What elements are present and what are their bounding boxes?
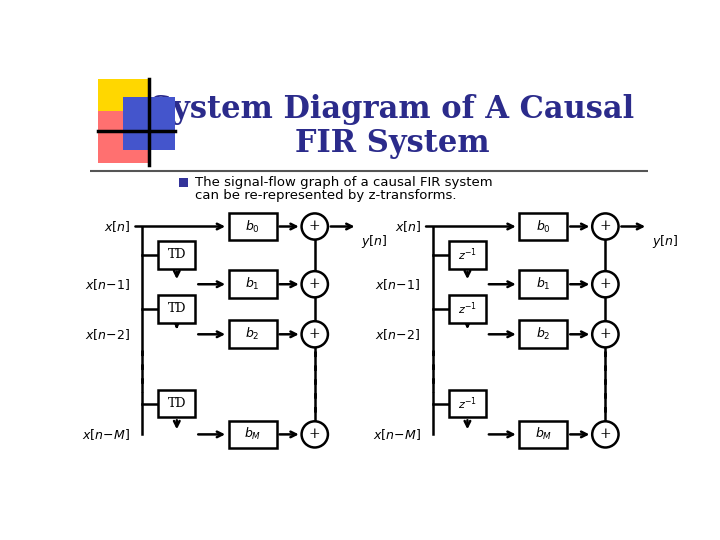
Circle shape bbox=[302, 271, 328, 298]
Text: $z^{-1}$: $z^{-1}$ bbox=[458, 247, 477, 264]
Text: $z^{-1}$: $z^{-1}$ bbox=[458, 301, 477, 317]
Text: +: + bbox=[600, 327, 611, 341]
Text: $x[n\!-\!2]$: $x[n\!-\!2]$ bbox=[85, 327, 130, 342]
Text: $b_M$: $b_M$ bbox=[535, 427, 552, 442]
Text: TD: TD bbox=[168, 248, 186, 261]
Bar bbox=[449, 295, 486, 323]
Text: $b_1$: $b_1$ bbox=[246, 276, 260, 292]
Text: +: + bbox=[309, 427, 320, 441]
Text: $x[n\!-\!2]$: $x[n\!-\!2]$ bbox=[375, 327, 421, 342]
Text: FIR System: FIR System bbox=[295, 128, 490, 159]
Circle shape bbox=[593, 213, 618, 240]
Bar bbox=[179, 178, 189, 187]
Text: +: + bbox=[600, 277, 611, 291]
Bar bbox=[229, 271, 276, 298]
Text: $x[n\!-\!1]$: $x[n\!-\!1]$ bbox=[375, 277, 421, 292]
Bar bbox=[519, 213, 567, 240]
Text: $b_0$: $b_0$ bbox=[246, 219, 260, 234]
Bar bbox=[229, 213, 276, 240]
Text: +: + bbox=[309, 219, 320, 233]
Text: $y[n]$: $y[n]$ bbox=[361, 233, 387, 251]
Bar bbox=[519, 421, 567, 448]
Text: $x[n\!-\!1]$: $x[n\!-\!1]$ bbox=[85, 277, 130, 292]
Text: The signal-flow graph of a causal FIR system: The signal-flow graph of a causal FIR sy… bbox=[194, 176, 492, 189]
Circle shape bbox=[593, 321, 618, 347]
Text: $x[n\!-\!M]$: $x[n\!-\!M]$ bbox=[82, 427, 130, 442]
Bar bbox=[519, 271, 567, 298]
Text: $z^{-1}$: $z^{-1}$ bbox=[458, 395, 477, 412]
Text: $x[n]$: $x[n]$ bbox=[395, 219, 421, 234]
Circle shape bbox=[302, 321, 328, 347]
Text: $x[n]$: $x[n]$ bbox=[104, 219, 130, 234]
Bar bbox=[158, 390, 195, 417]
Circle shape bbox=[593, 271, 618, 298]
Bar bbox=[449, 390, 486, 417]
Text: $b_2$: $b_2$ bbox=[246, 326, 260, 342]
Text: $x[n\!-\!M]$: $x[n\!-\!M]$ bbox=[372, 427, 421, 442]
Bar bbox=[98, 111, 150, 164]
Text: +: + bbox=[309, 277, 320, 291]
Text: $b_1$: $b_1$ bbox=[536, 276, 551, 292]
Circle shape bbox=[302, 213, 328, 240]
Bar bbox=[229, 320, 276, 348]
Bar bbox=[158, 295, 195, 323]
Text: $y[n]$: $y[n]$ bbox=[652, 233, 678, 251]
Text: $b_M$: $b_M$ bbox=[244, 427, 261, 442]
Text: TD: TD bbox=[168, 397, 186, 410]
Text: $b_0$: $b_0$ bbox=[536, 219, 551, 234]
Bar bbox=[519, 320, 567, 348]
Bar bbox=[449, 241, 486, 269]
Bar bbox=[229, 421, 276, 448]
Text: can be re-represented by z-transforms.: can be re-represented by z-transforms. bbox=[194, 189, 456, 202]
Circle shape bbox=[302, 421, 328, 448]
Text: +: + bbox=[309, 327, 320, 341]
Bar bbox=[98, 79, 150, 131]
Bar bbox=[122, 97, 175, 150]
Circle shape bbox=[593, 421, 618, 448]
Bar bbox=[158, 241, 195, 269]
Text: System Diagram of A Causal: System Diagram of A Causal bbox=[150, 94, 634, 125]
Text: +: + bbox=[600, 427, 611, 441]
Text: $b_2$: $b_2$ bbox=[536, 326, 551, 342]
Text: +: + bbox=[600, 219, 611, 233]
Text: TD: TD bbox=[168, 302, 186, 315]
